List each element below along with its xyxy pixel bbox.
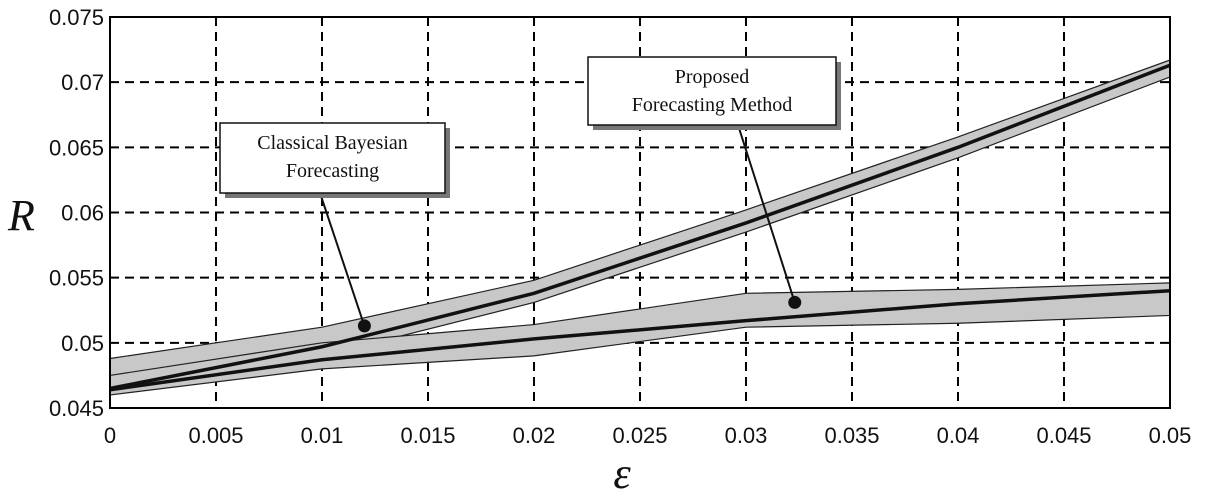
annotation-leader-line [319,192,366,327]
x-axis-label: ε [613,449,631,493]
y-tick-label: 0.075 [49,5,104,30]
lines-layer [109,63,1171,392]
annotation-box [587,56,837,126]
y-axis-label: R [7,191,35,240]
x-tick-label: 0 [104,423,116,448]
annotation-text: Forecasting Method [632,94,793,116]
annotation-text: Classical Bayesian [257,132,408,154]
annotations-layer: Classical Bayesian Forecasting Proposed For… [219,56,841,333]
y-tick-label: 0.06 [61,201,104,226]
plot-frame [109,16,1171,409]
x-tick-label: 0.045 [1036,423,1091,448]
y-tick-label: 0.065 [49,135,104,160]
annotation-text: Forecasting [286,160,379,182]
y-tick-label: 0.05 [61,331,104,356]
y-tick-labels: 0.045 0.05 0.055 0.06 0.065 0.07 0.075 [49,5,104,421]
x-tick-label: 0.025 [612,423,667,448]
annotation-leader-line [737,124,796,303]
x-tick-label: 0.035 [824,423,879,448]
annotation-marker-dot [357,319,371,333]
x-tick-label: 0.04 [937,423,980,448]
y-tick-label: 0.07 [61,70,104,95]
x-tick-labels: 0 0.005 0.01 0.015 0.02 0.025 0.03 0.035 0.04 0.0… [104,423,1192,448]
x-tick-label: 0.005 [188,423,243,448]
annotation-marker-dot [788,295,802,309]
y-tick-label: 0.045 [49,396,104,421]
x-tick-label: 0.03 [725,423,768,448]
x-tick-label: 0.015 [400,423,455,448]
y-tick-label: 0.055 [49,266,104,291]
annotation-text: Proposed [675,66,749,88]
series-1-line [109,288,1171,392]
x-tick-label: 0.01 [301,423,344,448]
annotation-box [219,122,446,194]
series-0-line [109,63,1171,391]
x-tick-label: 0.05 [1149,423,1192,448]
x-tick-label: 0.02 [513,423,556,448]
